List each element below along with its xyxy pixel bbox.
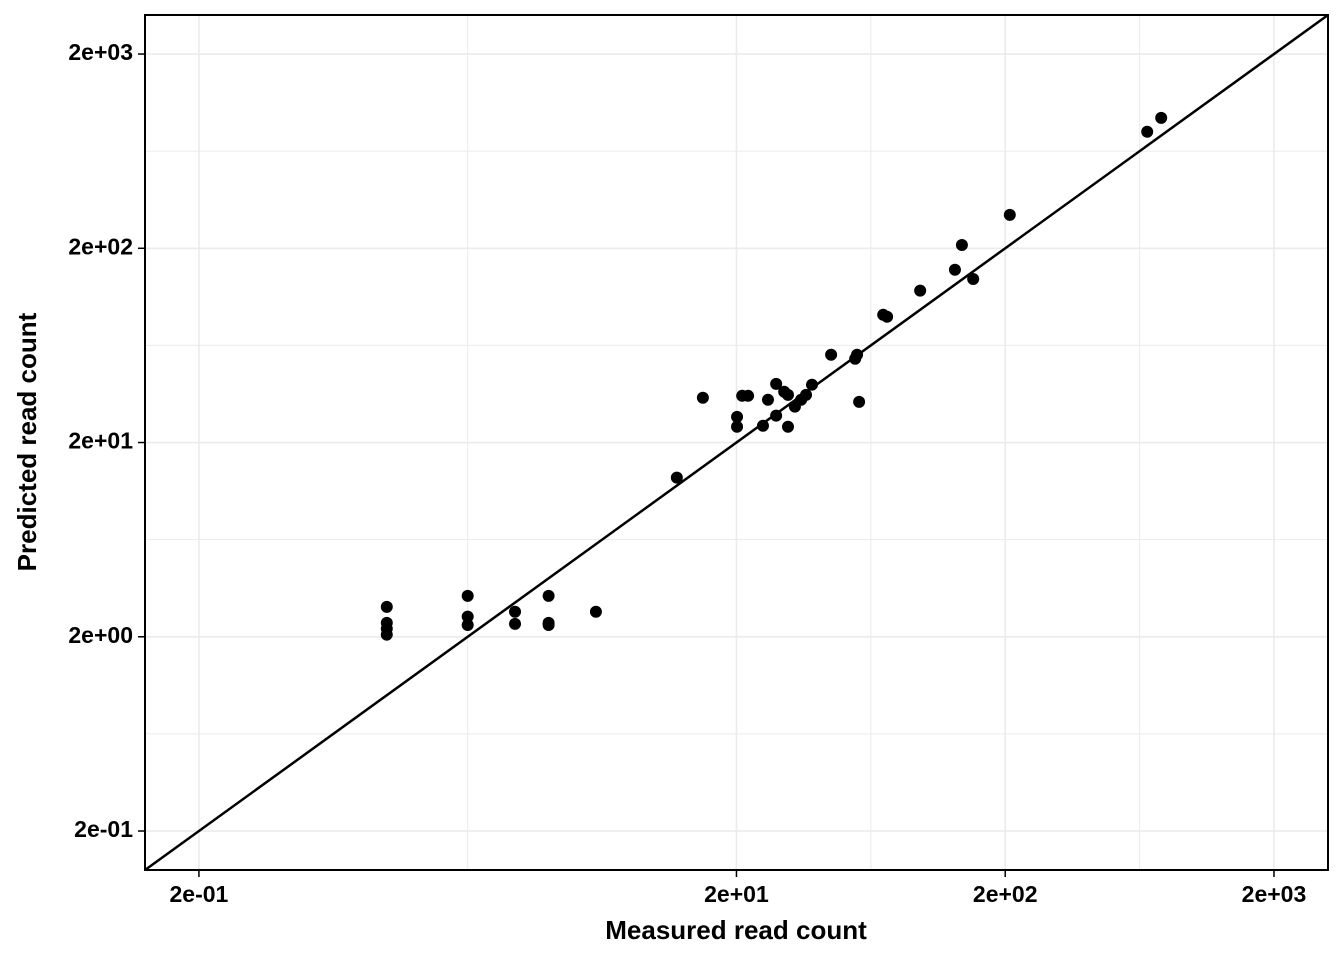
point [380, 600, 393, 613]
point [731, 420, 744, 433]
point [731, 410, 744, 423]
point [461, 618, 474, 631]
x-tick-label: 2e+02 [973, 881, 1038, 907]
point [542, 618, 555, 631]
point [542, 589, 555, 602]
point [805, 378, 818, 391]
point [509, 605, 522, 618]
y-tick-label: 2e+00 [68, 622, 133, 648]
y-tick-label: 2e-01 [74, 816, 133, 842]
y-tick-label: 2e+03 [68, 39, 133, 65]
point [696, 391, 709, 404]
x-tick-label: 2e+01 [704, 881, 769, 907]
identity-line [144, 13, 1329, 872]
point [589, 605, 602, 618]
point [1141, 125, 1154, 138]
point [851, 348, 864, 361]
y-axis-title: Predicted read count [12, 312, 42, 571]
point [955, 238, 968, 251]
point [770, 377, 783, 390]
point [967, 272, 980, 285]
point [770, 409, 783, 422]
point [461, 610, 474, 623]
point [670, 471, 683, 484]
point [761, 393, 774, 406]
point [853, 395, 866, 408]
x-tick-label: 2e+03 [1242, 881, 1307, 907]
point [781, 420, 794, 433]
point [825, 348, 838, 361]
point [948, 263, 961, 276]
point [756, 419, 769, 432]
point [509, 617, 522, 630]
grid [145, 15, 1328, 870]
point [914, 284, 927, 297]
x-tick-label: 2e-01 [170, 881, 229, 907]
point [1155, 111, 1168, 124]
point [742, 389, 755, 402]
y-tick-label: 2e+01 [68, 428, 133, 454]
point [781, 388, 794, 401]
x-axis-title: Measured read count [605, 915, 867, 945]
point [881, 310, 894, 323]
y-tick-label: 2e+02 [68, 233, 133, 259]
point [800, 388, 813, 401]
point [461, 589, 474, 602]
point [1003, 208, 1016, 221]
point [380, 628, 393, 641]
marks [144, 13, 1329, 872]
